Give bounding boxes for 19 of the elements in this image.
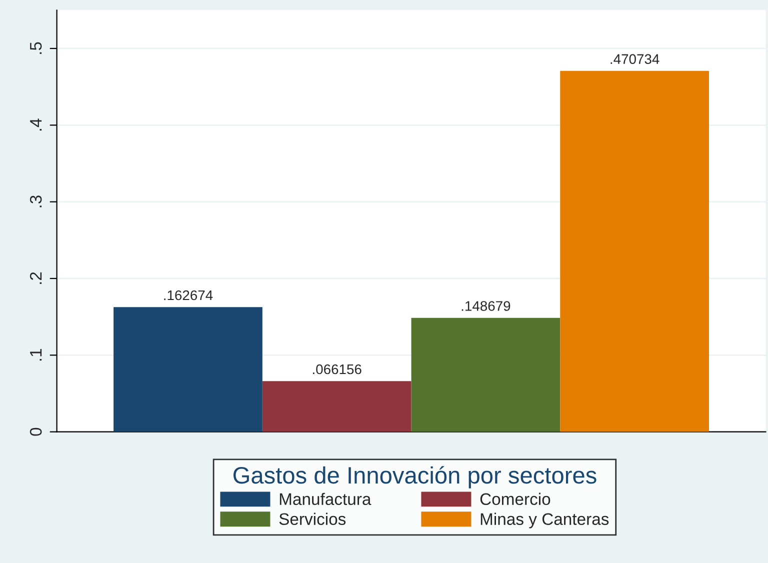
legend-label: Manufactura [280,492,372,506]
bar [262,381,412,432]
data-label: .162674 [164,290,213,300]
y-tick-label: .5 [30,42,42,54]
legend-title: Gastos de Innovación por sectores [233,466,596,488]
y-tick-label: .3 [30,196,42,208]
data-label: .148679 [462,301,510,311]
y-tick-label: .4 [30,118,42,131]
legend-label: Servicios [279,512,346,525]
data-label: .066156 [313,364,362,374]
bar [411,318,560,432]
legend-label: Comercio [480,492,550,506]
bar [114,307,262,432]
legend-label: Minas y Canteras [480,512,609,528]
y-tick-label: .1 [30,349,42,361]
y-tick-label: 0 [30,428,42,436]
bar [560,70,709,432]
data-label: .470734 [610,54,660,64]
y-tick-label: .2 [30,272,42,284]
